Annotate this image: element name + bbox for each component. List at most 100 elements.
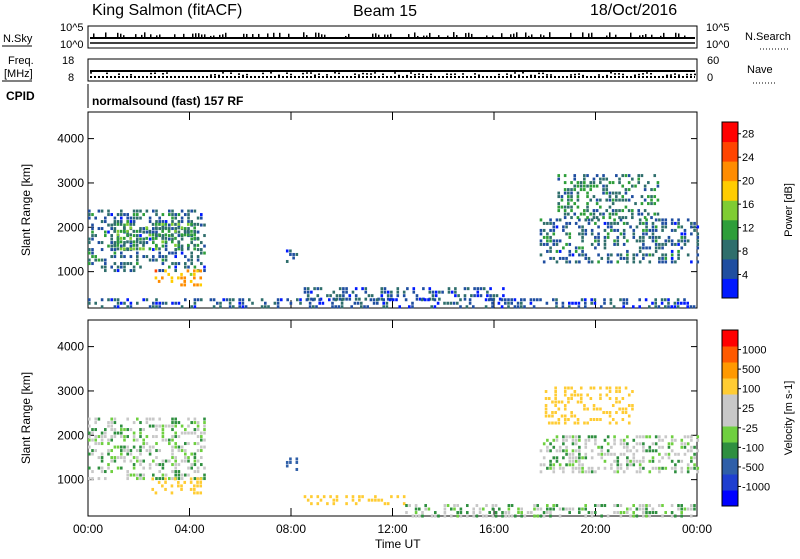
data-cell (586, 209, 589, 213)
data-cell (145, 298, 149, 302)
data-cell (645, 449, 648, 453)
data-cell (411, 305, 414, 309)
data-cell (651, 507, 655, 511)
data-cell (599, 177, 602, 181)
data-cell (91, 262, 94, 266)
data-cell (507, 514, 511, 518)
data-cell (91, 234, 94, 238)
data-cell (430, 305, 433, 309)
data-cell (555, 456, 559, 460)
data-cell (148, 233, 152, 237)
data-cell (138, 247, 142, 251)
data-cell (171, 216, 174, 220)
data-cell (174, 473, 177, 477)
data-cell (129, 226, 132, 230)
data-cell (615, 195, 618, 199)
data-cell (107, 449, 110, 453)
data-cell (113, 305, 117, 309)
data-cell (126, 213, 129, 217)
data-cell (168, 442, 171, 446)
data-cell (110, 227, 113, 231)
data-cell (563, 205, 567, 209)
data-cell (158, 470, 161, 474)
data-cell (104, 262, 107, 266)
data-cell (632, 459, 636, 463)
data-cell (616, 463, 620, 467)
freq-panel: Freq. [MHz] 18 8 60 0 Nave (2, 55, 775, 84)
data-cell (563, 174, 567, 178)
data-cell (190, 233, 193, 237)
data-cell (443, 511, 447, 515)
data-cell (135, 243, 139, 247)
data-cell (638, 305, 641, 309)
data-cell (606, 221, 610, 225)
data-cell (193, 298, 197, 302)
data-region (154, 269, 203, 287)
data-cell (567, 202, 570, 206)
data-cell (116, 220, 120, 224)
data-cell (120, 435, 123, 439)
freq-mark (578, 73, 580, 75)
data-cell (677, 253, 680, 257)
data-cell (696, 246, 700, 250)
data-cell (622, 305, 625, 309)
data-cell (88, 435, 91, 439)
data-cell (661, 221, 664, 225)
data-cell (676, 305, 680, 309)
data-cell (554, 390, 557, 394)
data-cell (654, 235, 658, 239)
data-cell (568, 242, 572, 246)
data-cell (433, 298, 437, 302)
data-cell (581, 456, 584, 460)
data-region (285, 457, 299, 471)
data-cell (170, 240, 174, 244)
data-cell (110, 255, 113, 259)
data-cell (670, 256, 674, 260)
data-cell (563, 421, 567, 425)
data-cell (603, 301, 606, 305)
data-cell (203, 431, 206, 435)
data-cell (132, 229, 136, 233)
data-cell (583, 174, 586, 178)
data-cell (180, 276, 183, 280)
data-cell (677, 459, 680, 463)
data-cell (196, 459, 200, 463)
data-cell (167, 272, 171, 276)
data-cell (203, 466, 206, 470)
data-cell (91, 438, 94, 442)
data-cell (552, 438, 556, 442)
data-cell (654, 301, 657, 305)
data-cell (674, 470, 677, 474)
data-cell (116, 301, 120, 305)
time-tick-labels: 00:00 04:00 08:00 12:00 16:00 20:00 00:00 (73, 522, 712, 536)
data-cell (686, 470, 690, 474)
station-title: King Salmon (fitACF) (92, 2, 242, 19)
data-cell (517, 511, 520, 515)
data-cell (193, 209, 197, 213)
data-cell (148, 216, 152, 220)
data-cell (573, 393, 577, 397)
colorbar-tick-label: 100 (742, 384, 760, 396)
data-cell (184, 431, 187, 435)
data-cell (573, 390, 577, 394)
colorbar-tick-label: 4 (742, 270, 748, 282)
data-cell (606, 256, 610, 260)
data-cell (632, 514, 635, 518)
data-cell (148, 417, 152, 421)
data-cell (142, 241, 145, 245)
data-cell (544, 397, 548, 401)
data-cell (661, 445, 664, 449)
data-cell (155, 463, 158, 467)
data-cell (449, 301, 453, 305)
data-cell (589, 198, 593, 202)
data-cell (203, 234, 206, 238)
noise-spike (213, 35, 215, 37)
data-cell (602, 177, 605, 181)
data-cell (504, 511, 507, 515)
data-cell (664, 242, 668, 246)
noise-spike (570, 32, 572, 37)
data-cell (554, 386, 557, 390)
data-cell (584, 298, 587, 302)
data-cell (603, 438, 607, 442)
data-cell (200, 298, 203, 302)
